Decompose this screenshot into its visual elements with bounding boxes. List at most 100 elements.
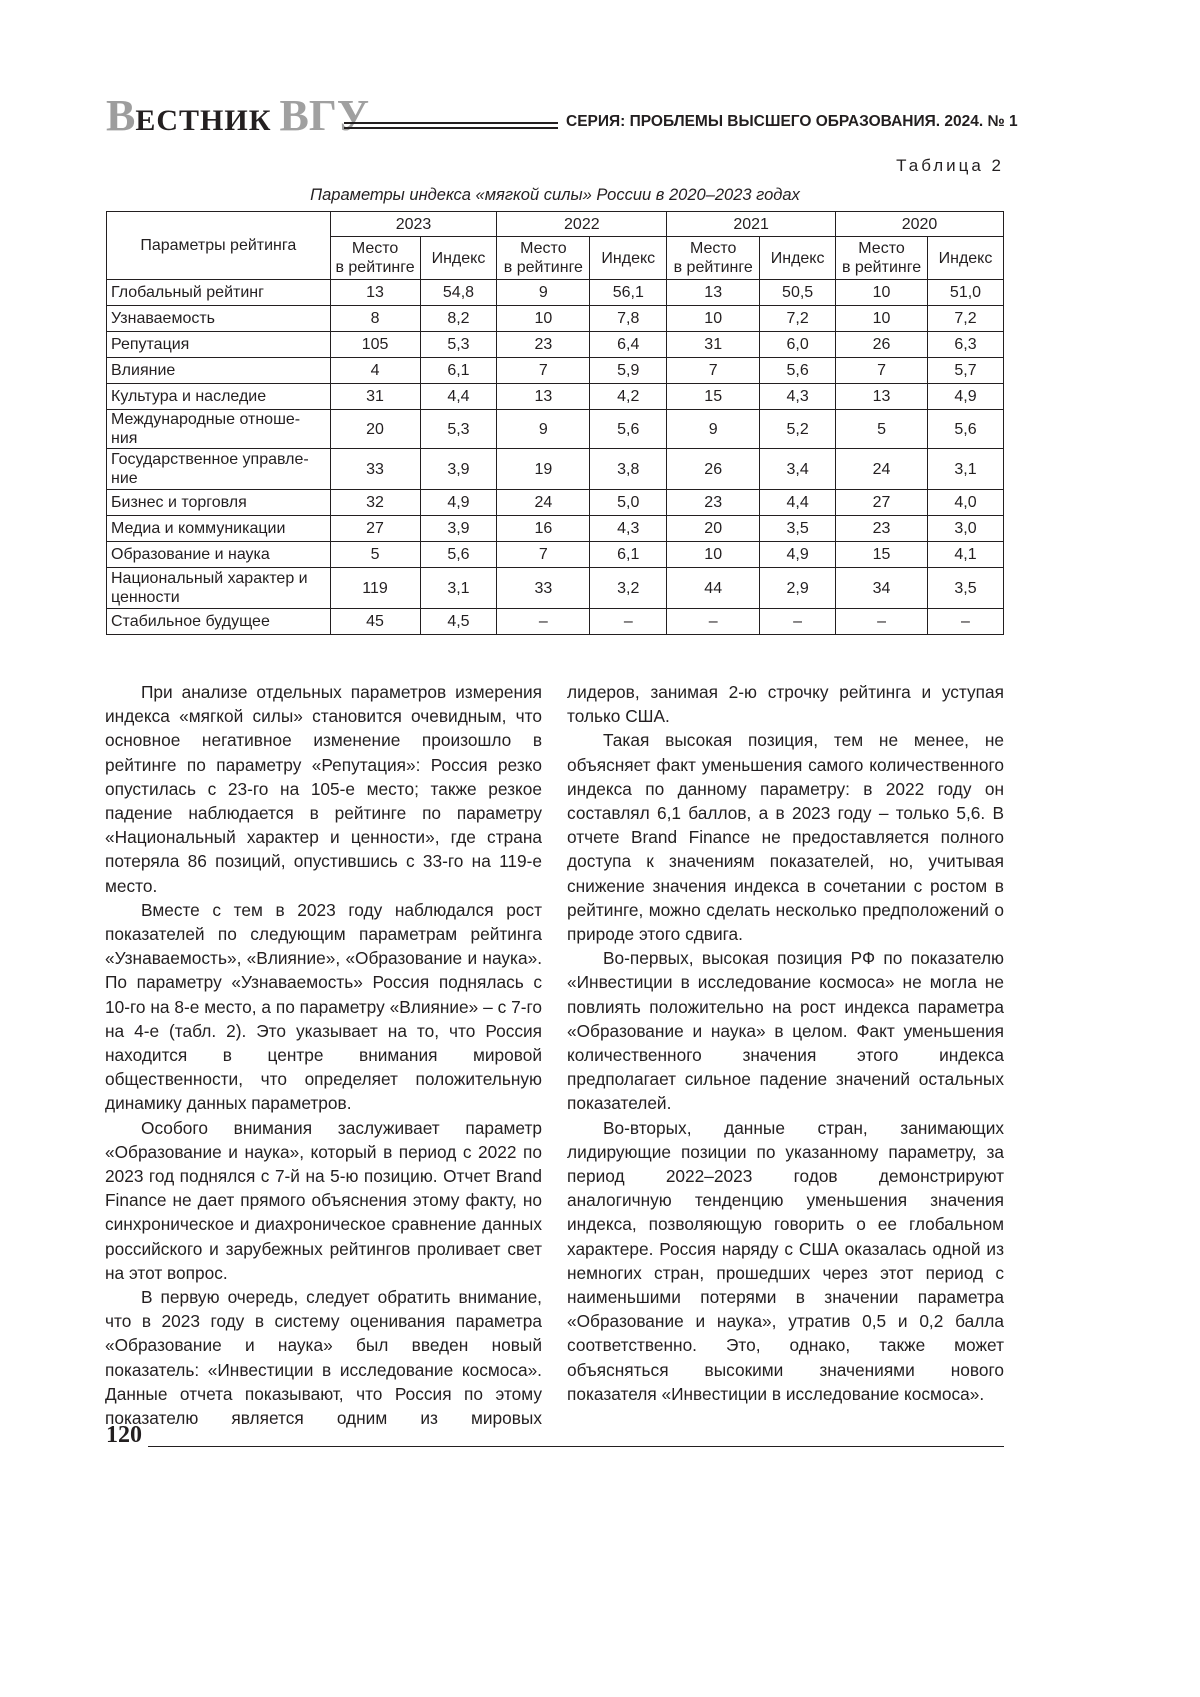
table-row: Медиа и коммуникации273,9164,3203,5233,0 <box>107 516 1004 542</box>
place-cell: 8 <box>330 306 420 332</box>
index-cell: – <box>760 609 836 635</box>
index-cell: 3,5 <box>760 516 836 542</box>
place-cell: 26 <box>667 449 760 490</box>
index-cell: 50,5 <box>760 280 836 306</box>
place-cell: – <box>836 609 928 635</box>
table-row: Национальный характер и ценности1193,133… <box>107 568 1004 609</box>
table-row: Глобальный рейтинг1354,8956,11350,51051,… <box>107 280 1004 306</box>
index-header: Индекс <box>760 237 836 280</box>
index-cell: 6,1 <box>420 358 497 384</box>
place-cell: – <box>497 609 590 635</box>
place-cell: 9 <box>667 410 760 449</box>
text-column-left: При анализе отдельных параметров измерен… <box>105 680 542 1430</box>
index-cell: – <box>927 609 1003 635</box>
index-header: Индекс <box>927 237 1003 280</box>
index-cell: 4,3 <box>760 384 836 410</box>
index-header: Индекс <box>420 237 497 280</box>
place-cell: 15 <box>836 542 928 568</box>
place-cell: 7 <box>497 542 590 568</box>
paragraph: Особого внимания заслуживает параметр «О… <box>105 1116 542 1285</box>
place-cell: 24 <box>497 490 590 516</box>
journal-logo: ВЕСТНИКВГУ <box>106 92 369 145</box>
place-cell: 10 <box>667 542 760 568</box>
header-rule <box>344 122 558 129</box>
year-header: 2022 <box>497 212 667 237</box>
paragraph: Во-вторых, данные стран, занимающих лиди… <box>567 1116 1004 1406</box>
series-title: СЕРИЯ: ПРОБЛЕМЫ ВЫСШЕГО ОБРАЗОВАНИЯ. 202… <box>566 113 1018 131</box>
index-cell: 5,7 <box>927 358 1003 384</box>
place-cell: 23 <box>667 490 760 516</box>
place-header: Местов рейтинге <box>330 237 420 280</box>
paragraph: Во-первых, высокая позиция РФ по показат… <box>567 946 1004 1115</box>
parameter-name: Узнаваемость <box>107 306 331 332</box>
parameter-name: Стабильное будущее <box>107 609 331 635</box>
place-cell: 45 <box>330 609 420 635</box>
index-cell: 4,2 <box>590 384 667 410</box>
place-cell: 31 <box>667 332 760 358</box>
index-cell: 4,9 <box>927 384 1003 410</box>
index-cell: 7,2 <box>927 306 1003 332</box>
parameter-name: Бизнес и торговля <box>107 490 331 516</box>
place-cell: 34 <box>836 568 928 609</box>
place-cell: 10 <box>497 306 590 332</box>
page-number: 120 <box>106 1422 142 1449</box>
index-cell: 3,1 <box>927 449 1003 490</box>
place-cell: 13 <box>667 280 760 306</box>
place-cell: 23 <box>497 332 590 358</box>
paragraph: лидеров, занимая 2-ю строчку рейтинга и … <box>567 680 1004 728</box>
index-cell: 5,6 <box>760 358 836 384</box>
parameter-name: Национальный характер и ценности <box>107 568 331 609</box>
place-cell: 7 <box>836 358 928 384</box>
index-cell: 4,4 <box>420 384 497 410</box>
index-cell: 5,6 <box>420 542 497 568</box>
place-cell: 10 <box>836 280 928 306</box>
place-cell: 33 <box>497 568 590 609</box>
table-row: Образование и наука55,676,1104,9154,1 <box>107 542 1004 568</box>
parameter-name: Влияние <box>107 358 331 384</box>
index-cell: 4,1 <box>927 542 1003 568</box>
parameter-name: Международные отноше-ния <box>107 410 331 449</box>
place-cell: 15 <box>667 384 760 410</box>
place-cell: 10 <box>667 306 760 332</box>
index-cell: 5,0 <box>590 490 667 516</box>
param-header: Параметры рейтинга <box>107 212 331 280</box>
index-cell: 7,8 <box>590 306 667 332</box>
index-cell: 6,3 <box>927 332 1003 358</box>
table-row: Влияние46,175,975,675,7 <box>107 358 1004 384</box>
index-cell: 4,0 <box>927 490 1003 516</box>
table-row: Узнаваемость88,2107,8107,2107,2 <box>107 306 1004 332</box>
place-cell: 9 <box>497 410 590 449</box>
place-cell: 19 <box>497 449 590 490</box>
index-cell: 4,9 <box>420 490 497 516</box>
table-row: Стабильное будущее454,5–––––– <box>107 609 1004 635</box>
table-row: Бизнес и торговля324,9245,0234,4274,0 <box>107 490 1004 516</box>
place-cell: 32 <box>330 490 420 516</box>
year-header: 2021 <box>667 212 836 237</box>
place-cell: 7 <box>497 358 590 384</box>
index-cell: 3,9 <box>420 516 497 542</box>
index-cell: 54,8 <box>420 280 497 306</box>
place-cell: 23 <box>836 516 928 542</box>
index-cell: 6,1 <box>590 542 667 568</box>
parameter-name: Глобальный рейтинг <box>107 280 331 306</box>
footer-rule <box>148 1446 1004 1447</box>
place-cell: 13 <box>330 280 420 306</box>
index-cell: 5,9 <box>590 358 667 384</box>
table-number: Таблица 2 <box>896 156 1004 176</box>
index-cell: 3,9 <box>420 449 497 490</box>
paragraph: При анализе отдельных параметров измерен… <box>105 680 542 898</box>
table-row: Репутация1055,3236,4316,0266,3 <box>107 332 1004 358</box>
index-header: Индекс <box>590 237 667 280</box>
place-header: Местов рейтинге <box>836 237 928 280</box>
index-cell: 8,2 <box>420 306 497 332</box>
place-cell: 5 <box>330 542 420 568</box>
parameter-name: Государственное управле-ние <box>107 449 331 490</box>
index-cell: 3,8 <box>590 449 667 490</box>
place-cell: 10 <box>836 306 928 332</box>
place-header: Местов рейтинге <box>667 237 760 280</box>
place-cell: 20 <box>330 410 420 449</box>
index-cell: 6,0 <box>760 332 836 358</box>
place-cell: 24 <box>836 449 928 490</box>
table-row: Культура и наследие314,4134,2154,3134,9 <box>107 384 1004 410</box>
